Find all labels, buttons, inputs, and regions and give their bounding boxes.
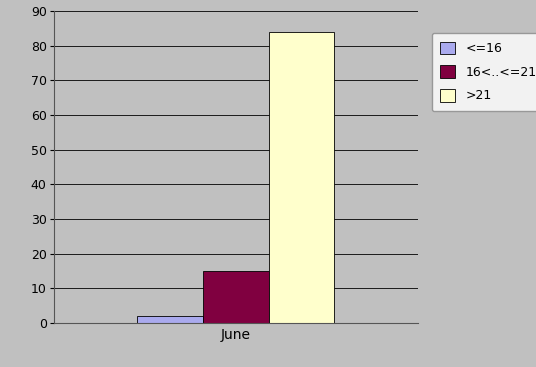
Bar — [203, 271, 269, 323]
Bar — [137, 316, 203, 323]
Bar — [269, 32, 334, 323]
Legend: <=16, 16<..<=21, >21: <=16, 16<..<=21, >21 — [431, 33, 536, 111]
